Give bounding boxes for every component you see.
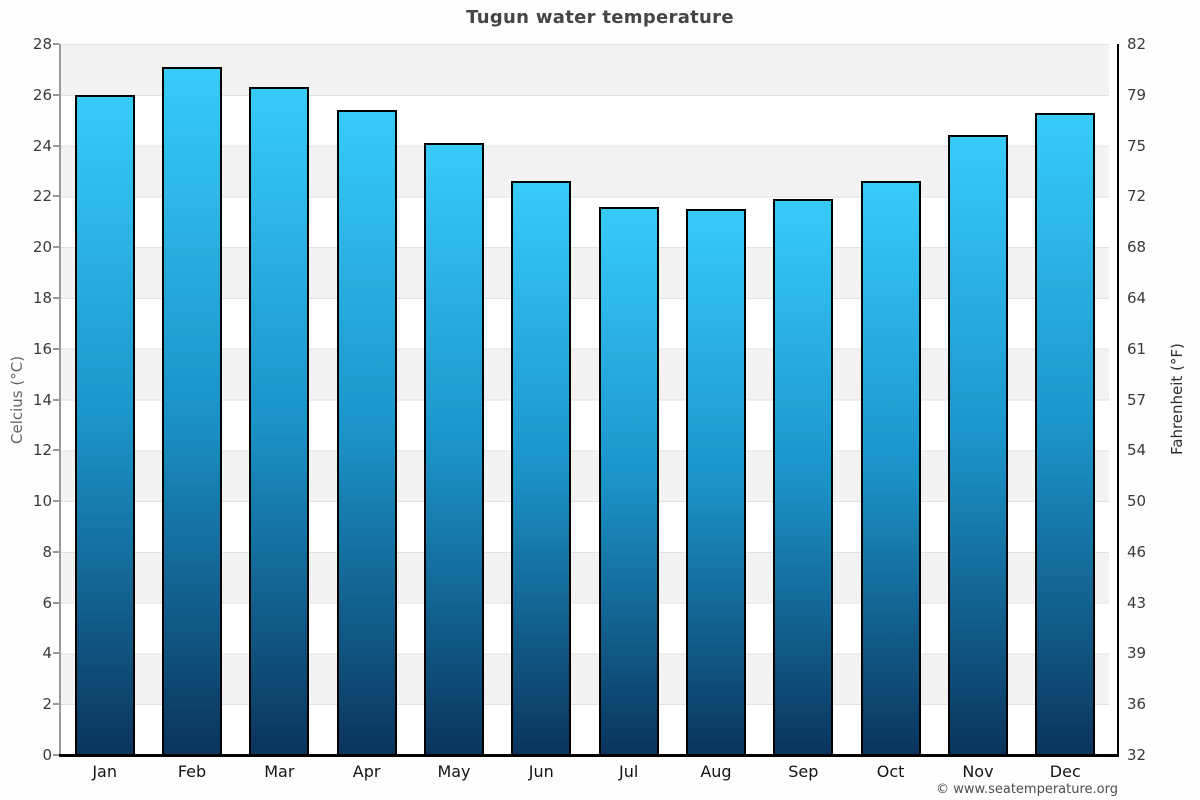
bar-slot bbox=[61, 44, 148, 755]
x-tick-label: Mar bbox=[264, 761, 295, 781]
y-tick-label-fahrenheit: 32 bbox=[1127, 746, 1147, 764]
y-tick-mark bbox=[53, 195, 59, 198]
y-tick-label-celsius: 0 bbox=[42, 746, 52, 764]
x-tick-label: Jun bbox=[528, 761, 554, 781]
y-tick-label-celsius: 24 bbox=[32, 136, 52, 155]
x-tick-label: Jan bbox=[92, 761, 117, 781]
plot-area bbox=[61, 44, 1109, 755]
x-tick-label: Oct bbox=[876, 761, 905, 781]
bar-may bbox=[423, 143, 484, 755]
y-tick-label-fahrenheit: 72 bbox=[1127, 187, 1147, 206]
y-tick-label-celsius: 16 bbox=[32, 339, 52, 358]
y-tick-mark bbox=[53, 703, 59, 706]
y-tick-label-celsius: 2 bbox=[42, 695, 52, 714]
x-tick-label: Feb bbox=[177, 761, 207, 781]
bar-slot bbox=[934, 44, 1021, 755]
y-tick-label-fahrenheit: 64 bbox=[1127, 288, 1147, 307]
x-tick-label: Aug bbox=[700, 761, 732, 781]
y-tick-mark bbox=[53, 296, 59, 299]
y-tick-label-celsius: 26 bbox=[32, 85, 52, 104]
bar-oct bbox=[860, 181, 921, 755]
y-tick-mark bbox=[53, 601, 59, 604]
bar-jul bbox=[598, 206, 659, 755]
y-tick-label-fahrenheit: 57 bbox=[1127, 390, 1147, 409]
y-tick-label-fahrenheit: 50 bbox=[1127, 492, 1147, 511]
y-tick-label-fahrenheit: 82 bbox=[1127, 35, 1147, 53]
y-tick-label-fahrenheit: 68 bbox=[1127, 238, 1147, 257]
bar-feb bbox=[161, 66, 222, 755]
bar-slot bbox=[672, 44, 759, 755]
bar-aug bbox=[685, 209, 746, 755]
y-tick-label-celsius: 8 bbox=[42, 542, 52, 561]
y-tick-mark bbox=[53, 93, 59, 96]
bar-slot bbox=[148, 44, 235, 755]
y-tick-mark bbox=[53, 43, 59, 45]
bar-sep bbox=[773, 198, 834, 755]
bar-slot bbox=[585, 44, 672, 755]
x-tick-label: May bbox=[437, 761, 471, 781]
bar-dec bbox=[1035, 112, 1096, 755]
copyright-credit: © www.seatemperature.org bbox=[936, 782, 1118, 797]
right-axis-line bbox=[1117, 44, 1119, 757]
bar-apr bbox=[336, 110, 397, 755]
y-tick-mark bbox=[53, 144, 59, 147]
bar-slot bbox=[498, 44, 585, 755]
left-axis-line bbox=[59, 44, 61, 755]
y-tick-label-celsius: 10 bbox=[32, 492, 52, 511]
y-axis-title-celsius: Celcius (°C) bbox=[8, 355, 26, 444]
y-tick-mark bbox=[53, 246, 59, 249]
y-tick-label-celsius: 6 bbox=[42, 593, 52, 612]
y-tick-label-celsius: 20 bbox=[32, 238, 52, 257]
y-tick-label-celsius: 14 bbox=[32, 390, 52, 409]
x-tick-label: Nov bbox=[962, 761, 994, 781]
y-tick-label-celsius: 4 bbox=[42, 644, 52, 663]
y-tick-mark bbox=[53, 550, 59, 553]
x-axis-labels: Jan Feb Mar Apr May Jun Jul Aug Sep Oct Nov Dec bbox=[61, 756, 1109, 786]
y-tick-mark bbox=[53, 500, 59, 503]
y-tick-label-fahrenheit: 61 bbox=[1127, 339, 1147, 358]
y-tick-mark bbox=[53, 449, 59, 452]
bars-row bbox=[61, 44, 1109, 755]
y-tick-label-fahrenheit: 36 bbox=[1127, 695, 1147, 714]
bar-nov bbox=[947, 135, 1008, 755]
chart-title: Tugun water temperature bbox=[466, 7, 734, 28]
y-tick-label-celsius: 12 bbox=[32, 441, 52, 460]
bar-jan bbox=[74, 94, 135, 755]
y-tick-label-fahrenheit: 54 bbox=[1127, 441, 1147, 460]
bar-jun bbox=[511, 181, 572, 755]
bar-slot bbox=[410, 44, 497, 755]
y-tick-label-celsius: 22 bbox=[32, 187, 52, 206]
x-axis-baseline bbox=[59, 754, 1119, 757]
y-axis-title-fahrenheit: Fahrenheit (°F) bbox=[1168, 343, 1186, 456]
y-tick-label-fahrenheit: 79 bbox=[1127, 85, 1147, 104]
x-tick-label: Sep bbox=[788, 761, 819, 781]
bar-slot bbox=[323, 44, 410, 755]
y-tick-mark bbox=[53, 347, 59, 350]
y-tick-label-fahrenheit: 39 bbox=[1127, 644, 1147, 663]
x-tick-label: Dec bbox=[1049, 761, 1081, 781]
y-tick-label-fahrenheit: 46 bbox=[1127, 542, 1147, 561]
y-tick-label-fahrenheit: 75 bbox=[1127, 136, 1147, 155]
y-tick-mark bbox=[53, 754, 59, 756]
y-tick-label-fahrenheit: 43 bbox=[1127, 593, 1147, 612]
x-tick-label: Apr bbox=[352, 761, 381, 781]
bar-slot bbox=[760, 44, 847, 755]
bar-slot bbox=[1022, 44, 1109, 755]
bar-mar bbox=[249, 87, 310, 755]
bar-slot bbox=[847, 44, 934, 755]
x-tick-label: Jul bbox=[618, 761, 639, 781]
bar-slot bbox=[236, 44, 323, 755]
y-tick-mark bbox=[53, 398, 59, 401]
y-tick-label-celsius: 18 bbox=[32, 288, 52, 307]
y-tick-mark bbox=[53, 652, 59, 655]
y-tick-label-celsius: 28 bbox=[32, 35, 52, 53]
